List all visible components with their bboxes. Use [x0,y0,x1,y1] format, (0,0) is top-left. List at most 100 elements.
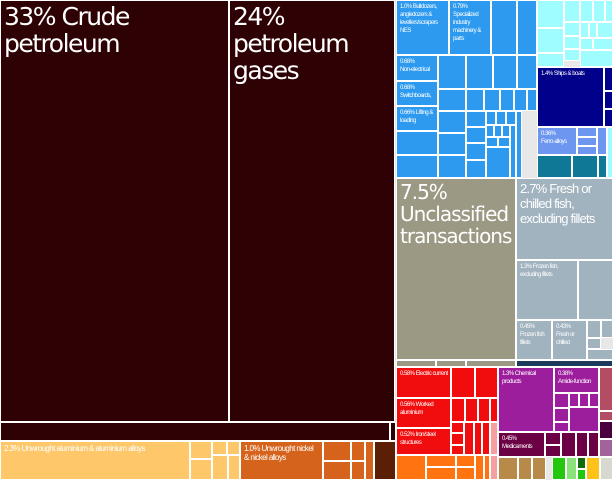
tile-machinery-h1[interactable] [516,111,522,178]
tile-teal-3[interactable] [598,155,607,178]
tile-unwrought-nickel[interactable]: 1.0% Unwrought nickel & nickel alloys [240,441,323,480]
tile-machinery-g7[interactable] [486,137,498,147]
tile-non-electrical[interactable]: 0.68% Non-electrical [396,55,438,81]
tile-fish-sm5[interactable] [587,349,613,360]
tile-cyan-16[interactable] [537,53,564,67]
tile-cyan-14[interactable] [593,38,613,50]
tile-machinery-a1[interactable] [491,0,517,55]
tile-red-sm10[interactable] [464,422,474,455]
tile-green-4[interactable] [577,469,586,480]
tile-machinery-g2[interactable] [496,111,506,125]
tile-tan-3[interactable] [532,457,546,480]
tile-machinery-e4[interactable] [514,89,527,111]
tile-unclassified-sm2[interactable] [436,360,466,367]
tile-cyan-1[interactable] [537,0,564,28]
tile-red-sm7[interactable] [451,422,464,433]
tile-nickel-sm4[interactable] [365,441,374,480]
tile-machinery-f1[interactable] [466,111,486,127]
tile-mineral-small-2[interactable] [390,422,396,441]
tile-dark-metal[interactable] [374,441,396,480]
tile-machinery-d1[interactable] [438,89,466,111]
tile-red-sm13[interactable] [490,422,498,455]
tile-yellow[interactable] [586,457,600,480]
tile-nickel-sm3[interactable] [351,441,365,461]
tile-machinery-c3[interactable] [493,55,517,89]
tile-aluminium-sm4[interactable] [227,441,240,455]
tile-red-sm6[interactable] [490,398,498,422]
tile-switchboards[interactable]: 0.68% Switchboards, [396,81,438,106]
tile-chem-sm6[interactable] [589,393,599,407]
tile-frozen-fish[interactable]: 1.3% Frozen fish, excluding fillets [516,260,578,320]
tile-cyan-3[interactable] [564,0,580,22]
tile-red-sm4[interactable] [465,398,478,422]
tile-cyan-10[interactable] [580,22,589,38]
tile-teal-1[interactable] [537,155,572,178]
tile-cyan-8[interactable] [564,36,580,49]
tile-ships-sm3[interactable] [604,109,613,127]
tile-red-sm1[interactable] [451,367,475,398]
tile-misc-end[interactable] [600,457,613,480]
tile-machinery-c1[interactable] [438,55,466,89]
tile-machinery-e3[interactable] [500,89,514,111]
tile-orange-5[interactable] [456,467,475,480]
tile-machinery-h2[interactable] [510,125,516,178]
tile-green-3[interactable] [577,457,586,469]
tile-machinery-g9[interactable] [486,147,510,178]
tile-fresh-chilled-fish[interactable]: 2.7% Fresh or chilled fish, excluding fi… [516,178,613,260]
tile-chem-sm1[interactable] [554,393,569,408]
tile-red-sm5[interactable] [478,398,490,422]
tile-aluminium-sm6[interactable] [228,455,240,480]
tile-machinery-d4[interactable] [438,155,466,178]
tile-ferro-alloys[interactable]: 0.36% Ferro-alloys [537,127,577,155]
tile-cyan-4[interactable] [580,0,593,22]
tile-cyan-edge[interactable] [607,127,613,178]
tile-fish-sm4[interactable] [587,338,601,349]
tile-machinery-e1[interactable] [466,89,484,111]
tile-machinery-g4[interactable] [486,125,494,137]
tile-nickel-sm2[interactable] [323,461,351,480]
tile-cyan-2[interactable] [537,28,564,53]
tile-machinery-c4[interactable] [517,55,537,89]
tile-machinery-g1[interactable] [486,111,496,125]
tile-medicaments[interactable]: 0.45% Medicaments [498,432,545,457]
tile-orange-1[interactable] [396,455,426,480]
tile-unclassified-sm1[interactable] [396,360,436,367]
tile-amide-function[interactable]: 0.38% Amide-function [554,367,599,393]
tile-machinery-g5[interactable] [494,125,502,137]
tile-medic-sm3[interactable] [561,432,576,457]
tile-medic-sm5[interactable] [588,432,599,457]
tile-ships-sm2[interactable] [604,91,613,109]
tile-machinery-f2[interactable] [466,127,486,143]
tile-nickel-sm1[interactable] [323,441,351,461]
tile-lifting-loading[interactable]: 0.66% Lifting & loading [396,106,438,131]
tile-cyan-11[interactable] [589,22,597,38]
tile-aluminium-sm5[interactable] [212,455,228,480]
tile-chem-sm5[interactable] [579,393,589,407]
tile-rose-2[interactable] [599,411,613,421]
tile-ferro-sm3[interactable] [577,146,597,155]
tile-bulldozers[interactable]: 1.0% Bulldozers, angledozers & levellers… [396,0,449,55]
tile-rose-1[interactable] [599,367,613,411]
tile-cyan-7[interactable] [564,22,580,36]
tile-orange-4[interactable] [456,455,475,467]
tile-chem-sm7[interactable] [569,407,599,432]
tile-ferro-sm2[interactable] [577,137,597,146]
tile-nickel-sm5[interactable] [351,461,365,480]
tile-unclassified-transactions[interactable]: 7.5% Unclassified transactions [396,178,516,360]
tile-crude-petroleum[interactable]: 33% Crude petroleum [0,0,229,422]
tile-chem-sm2[interactable] [554,408,569,422]
tile-tan-1[interactable] [498,457,518,480]
tile-medicament-dark[interactable] [599,421,613,439]
tile-machinery-b1[interactable] [396,131,438,155]
tile-orange-6[interactable] [475,455,484,480]
tile-red-sm11[interactable] [474,422,482,455]
tile-machinery-e5[interactable] [527,89,537,111]
tile-machinery-g3[interactable] [506,111,516,125]
tile-navy-strip[interactable] [516,360,613,367]
tile-ships-boats[interactable]: 1.4% Ships & boats [537,67,604,127]
tile-green-2[interactable] [566,457,577,480]
tile-iron-steel[interactable]: 0.52% Iron/steel structures [396,428,451,455]
tile-unclassified-sm3[interactable] [466,360,516,367]
tile-machinery-f3[interactable] [466,143,486,160]
tile-red-sm8[interactable] [451,433,464,445]
